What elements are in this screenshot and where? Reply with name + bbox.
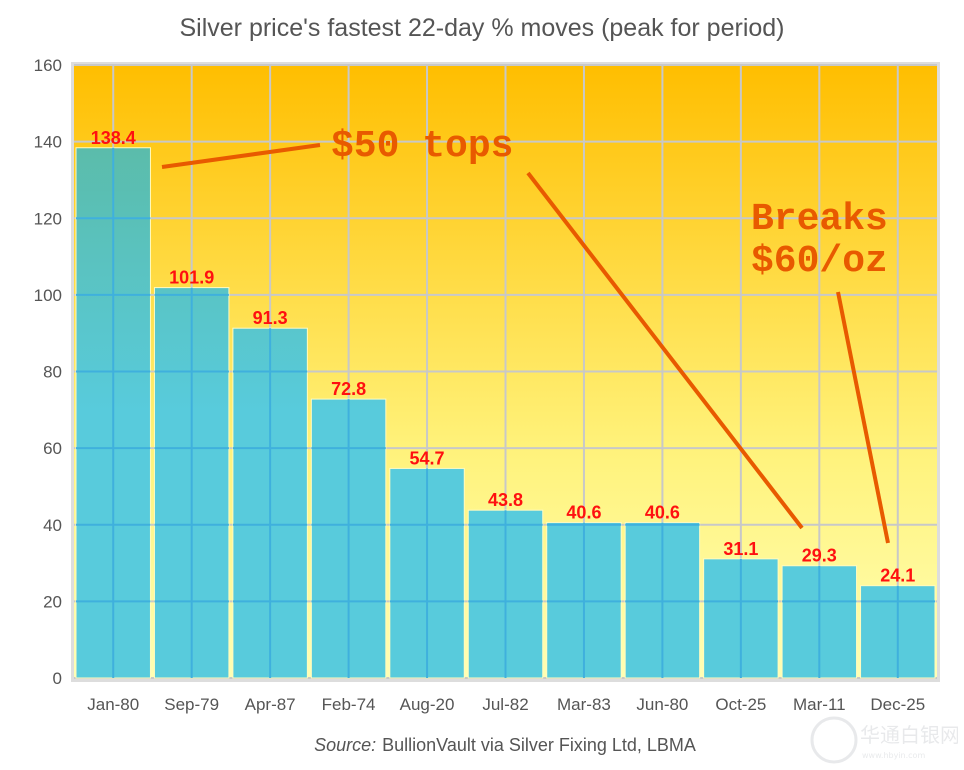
y-tick-label: 40 <box>43 516 62 535</box>
y-tick-label: 80 <box>43 363 62 382</box>
annotation-arrow-dec-25 <box>836 291 890 544</box>
watermark-text: 华通白银网 <box>860 723 958 747</box>
y-tick-label: 60 <box>43 439 62 458</box>
x-tick-label: Apr-87 <box>245 695 296 714</box>
x-tick-label: Oct-25 <box>715 695 766 714</box>
x-tick-label: Dec-25 <box>870 695 925 714</box>
data-label: 31.1 <box>723 539 758 559</box>
source-label: Source: <box>314 735 376 755</box>
y-tick-label: 20 <box>43 592 62 611</box>
y-tick-label: 140 <box>34 133 62 152</box>
annotations: $50 tops Breaks $60/oz <box>161 125 890 544</box>
watermark-subtext: www.hbyin.com <box>862 751 925 760</box>
annotation-60-oz: $60/oz <box>751 240 888 283</box>
y-axis-ticks: 0 20 40 60 80 100 120 140 160 <box>34 56 62 688</box>
data-label: 54.7 <box>410 448 445 468</box>
source-text: BullionVault via Silver Fixing Ltd, LBMA <box>382 735 696 755</box>
annotation-arrow-mar-11 <box>526 171 804 530</box>
x-tick-label: Aug-20 <box>400 695 455 714</box>
y-tick-label: 0 <box>53 669 62 688</box>
annotation-50-tops: $50 tops <box>331 125 513 168</box>
data-label: 40.6 <box>645 502 680 522</box>
x-tick-label: Sep-79 <box>164 695 219 714</box>
x-tick-label: Mar-83 <box>557 695 611 714</box>
data-label: 91.3 <box>253 308 288 328</box>
x-tick-label: Jun-80 <box>636 695 688 714</box>
x-tick-label: Jul-82 <box>482 695 528 714</box>
data-label: 43.8 <box>488 490 523 510</box>
annotation-breaks: Breaks <box>751 198 888 241</box>
data-label: 72.8 <box>331 379 366 399</box>
data-labels: 138.4 101.9 91.3 72.8 54.7 43.8 40.6 40.6 31.1 29… <box>91 128 916 586</box>
x-tick-label: Jan-80 <box>87 695 139 714</box>
data-label: 24.1 <box>880 566 915 586</box>
y-tick-label: 120 <box>34 209 62 228</box>
bar-gridlines <box>76 147 935 678</box>
data-label: 29.3 <box>802 546 837 566</box>
annotation-arrow-jan-80 <box>161 143 321 169</box>
data-label: 40.6 <box>566 502 601 522</box>
x-tick-label: Feb-74 <box>322 695 376 714</box>
watermark: 华通白银网 www.hbyin.com <box>810 716 958 764</box>
x-tick-label: Mar-11 <box>793 695 846 714</box>
y-tick-label: 160 <box>34 56 62 75</box>
chart-title: Silver price's fastest 22-day % moves (p… <box>179 14 784 42</box>
y-tick-label: 100 <box>34 286 62 305</box>
x-axis-ticks: Jan-80 Sep-79 Apr-87 Feb-74 Aug-20 Jul-82 Mar-… <box>87 695 925 714</box>
data-label: 138.4 <box>91 128 136 148</box>
watermark-logo-icon <box>810 716 858 764</box>
data-label: 101.9 <box>169 268 214 288</box>
source-note: Source: BullionVault via Silver Fixing Lt… <box>314 735 696 755</box>
